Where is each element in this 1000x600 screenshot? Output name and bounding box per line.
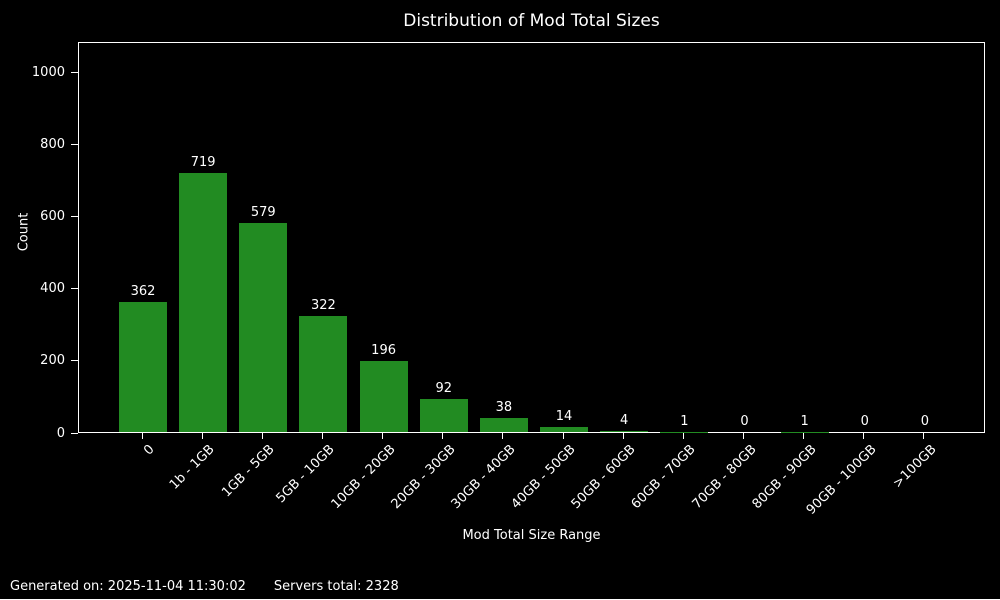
bar-value-label: 14 — [555, 408, 573, 424]
y-tick-label: 400 — [40, 281, 65, 297]
y-tick-mark — [71, 216, 78, 218]
bar-value-label: 719 — [190, 154, 216, 170]
x-tick-mark — [923, 433, 925, 439]
x-tick-label: 60GB - 70GB — [628, 442, 699, 513]
y-tick-mark — [71, 144, 78, 146]
bar — [540, 426, 589, 432]
y-tick-label: 1000 — [31, 65, 65, 81]
x-tick-mark — [622, 433, 624, 439]
bar-value-label: 38 — [495, 400, 513, 416]
x-tick-mark — [863, 433, 865, 439]
x-axis-label: Mod Total Size Range — [462, 528, 601, 543]
bar — [419, 398, 468, 432]
x-tick-mark — [201, 433, 203, 439]
x-tick-mark — [682, 433, 684, 439]
bar — [359, 361, 408, 432]
x-tick-label: >100GB — [890, 442, 940, 492]
x-tick-label: 0 — [141, 442, 158, 459]
bar-value-label: 196 — [371, 343, 396, 359]
bar-value-label: 0 — [740, 414, 749, 429]
y-tick-mark — [71, 432, 78, 434]
y-tick-mark — [71, 72, 78, 74]
y-tick-label: 800 — [40, 137, 65, 153]
x-tick-mark — [803, 433, 805, 439]
y-tick-mark — [71, 360, 78, 362]
x-tick-mark — [743, 433, 744, 439]
servers-total-text: Servers total: 2328 — [273, 579, 399, 594]
bar — [299, 315, 348, 432]
bar-value-label: 322 — [311, 297, 336, 313]
bar-value-label: 0 — [860, 414, 869, 429]
x-tick-label: 1b - 1GB — [167, 442, 218, 493]
x-tick-mark — [502, 433, 504, 439]
y-tick-label: 200 — [40, 353, 65, 369]
footer: Generated on: 2025-11-04 11:30:02 Servers… — [10, 579, 399, 594]
plot-area: 362 719 579 322 196 92 38 14 4 1 0 1 0 0 — [78, 42, 985, 433]
x-tick-mark — [141, 433, 143, 439]
y-tick-mark — [71, 288, 78, 290]
bar — [119, 301, 167, 432]
bar — [239, 223, 288, 432]
x-tick-mark — [261, 433, 263, 439]
bar-value-label: 362 — [130, 283, 156, 299]
bar — [600, 430, 649, 432]
bar-value-label: 4 — [620, 412, 629, 428]
generated-on-text: Generated on: 2025-11-04 11:30:02 — [10, 579, 246, 594]
x-tick-label: 5GB - 10GB — [273, 442, 339, 507]
x-tick-mark — [382, 433, 384, 439]
x-tick-label: 70GB - 80GB — [689, 442, 760, 513]
x-tick-mark — [321, 433, 323, 439]
x-tick-label: 1GB - 5GB — [219, 442, 278, 501]
x-tick-mark — [562, 433, 564, 439]
bar-value-label: 1 — [800, 413, 809, 429]
bar — [179, 172, 228, 432]
chart-title: Distribution of Mod Total Sizes — [403, 11, 660, 31]
bar-value-label: 579 — [250, 205, 276, 221]
y-tick-label: 0 — [56, 425, 65, 441]
bar-value-label: 1 — [680, 413, 689, 429]
bar-value-label: 0 — [920, 414, 930, 429]
bar-value-label: 92 — [435, 380, 453, 396]
y-tick-label: 600 — [40, 209, 65, 225]
bar — [479, 418, 528, 432]
x-tick-mark — [442, 433, 444, 439]
